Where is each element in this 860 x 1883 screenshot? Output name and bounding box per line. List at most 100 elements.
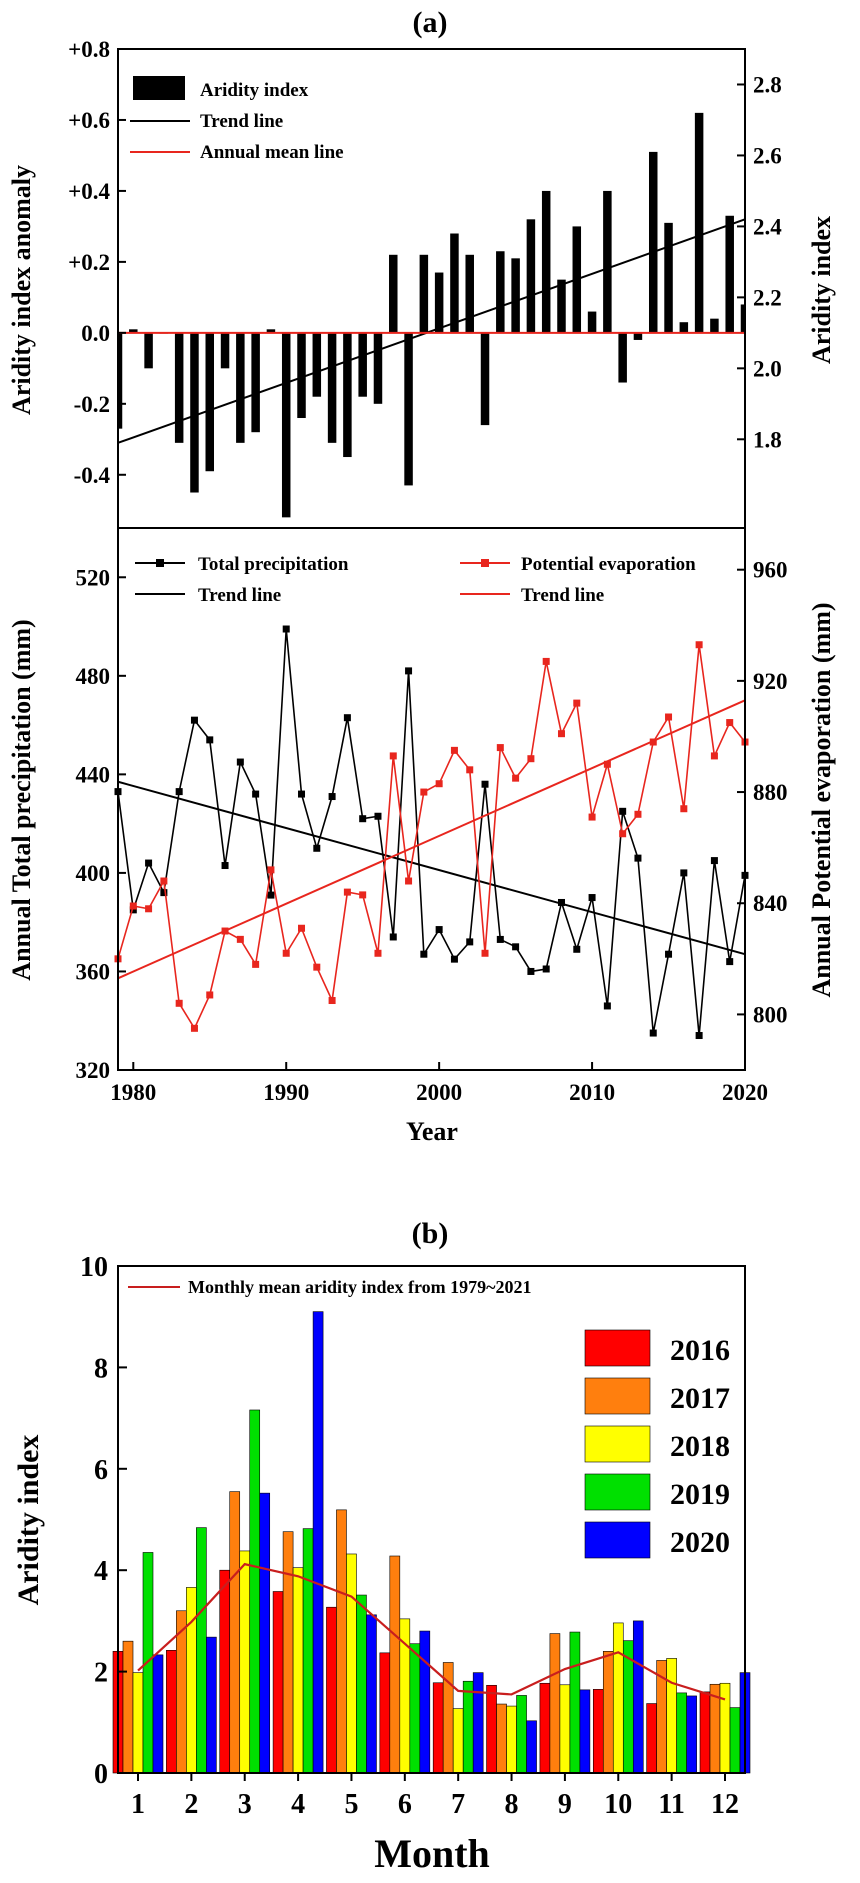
- aridity-bar: [327, 332, 337, 443]
- evap-point: [145, 905, 153, 913]
- precip-point: [496, 935, 504, 943]
- bar-2017: [229, 1491, 241, 1774]
- aridity-bar: [281, 332, 291, 518]
- bar-2019: [409, 1643, 421, 1774]
- monthly-y-tick-label: 8: [94, 1353, 108, 1384]
- bar-2019: [729, 1707, 741, 1774]
- legend-label-2016: 2016: [670, 1334, 730, 1367]
- aridity-bar: [312, 332, 322, 397]
- evap-point: [343, 888, 351, 896]
- evap-y2-tick-label: 840: [753, 891, 788, 916]
- bar-2017: [389, 1555, 401, 1774]
- month-x-tick-label: 11: [658, 1789, 684, 1820]
- aridity-bar: [710, 318, 719, 333]
- monthly-y-tick-label: 0: [94, 1759, 108, 1790]
- legend-label-precip: Total precipitation: [198, 554, 349, 575]
- aridity-bar: [297, 332, 306, 419]
- year-x-tick-label: 2020: [722, 1080, 768, 1105]
- evap-point: [726, 719, 734, 727]
- bar-2020: [259, 1492, 271, 1774]
- month-x-tick-label: 5: [344, 1789, 358, 1820]
- aridity-bar: [419, 254, 429, 333]
- evap-point: [603, 760, 611, 768]
- precip-point: [557, 898, 565, 906]
- evap-point: [481, 949, 489, 957]
- aridity-bar: [358, 332, 367, 397]
- bar-2016: [592, 1689, 604, 1774]
- precip-point: [573, 945, 581, 953]
- legend-label-evap: Potential evaporation: [521, 554, 696, 575]
- monthly-y-tick-label: 2: [94, 1658, 108, 1689]
- aridity-bar: [266, 329, 276, 333]
- monthly-plot-frame: [117, 1265, 746, 1774]
- precip-point: [160, 889, 168, 897]
- precip-point: [313, 844, 321, 852]
- precip-point: [527, 967, 535, 975]
- evap-point: [435, 780, 443, 788]
- evap-point: [588, 813, 596, 821]
- bar-2020: [312, 1311, 324, 1774]
- bar-2016: [486, 1684, 497, 1774]
- evap-point: [206, 991, 214, 999]
- legend-marker-precip: [156, 559, 164, 567]
- bar-2016: [699, 1691, 711, 1774]
- bar-2017: [122, 1640, 134, 1774]
- precip-point: [420, 950, 428, 958]
- monthly-y-label: Aridity index: [12, 1435, 45, 1606]
- aridity-bar: [465, 254, 474, 333]
- precip-point: [619, 807, 627, 815]
- precip-point: [267, 891, 275, 899]
- anomaly-y-tick-label: +0.2: [68, 250, 110, 275]
- bar-2019: [676, 1692, 687, 1774]
- precip-point: [190, 716, 198, 724]
- bar-2018: [186, 1587, 197, 1774]
- bar-2016: [646, 1703, 657, 1774]
- evap-point: [190, 1024, 198, 1032]
- legend-swatch-2018: [584, 1425, 651, 1463]
- precip-point: [145, 859, 153, 867]
- precip-point: [298, 790, 306, 798]
- evap-point: [512, 774, 520, 782]
- aridity-bar: [664, 222, 673, 333]
- evap-point: [359, 891, 367, 899]
- evap-y2-tick-label: 800: [753, 1002, 788, 1027]
- bar-2017: [282, 1531, 294, 1774]
- evap-point: [695, 641, 703, 649]
- precip-point: [374, 812, 382, 820]
- legend-label-2020: 2020: [670, 1526, 730, 1559]
- precip-point: [680, 869, 688, 877]
- bar-2018: [666, 1658, 677, 1774]
- aridity-trend-line: [117, 218, 746, 444]
- bar-2018: [292, 1567, 304, 1774]
- aridity-bar: [450, 233, 459, 333]
- precip-x-label: Year: [406, 1117, 458, 1146]
- evap-point: [175, 999, 183, 1007]
- anomaly-y-tick-label: +0.4: [68, 179, 110, 204]
- precip-y-tick-label: 520: [76, 565, 111, 590]
- aridity-y2-tick-label: 1.8: [753, 427, 782, 452]
- aridity-bar: [129, 329, 138, 333]
- legend-label-2017: 2017: [670, 1382, 730, 1415]
- precip-y-tick-label: 360: [76, 959, 111, 984]
- precip-point: [175, 788, 183, 796]
- precip-point: [129, 906, 137, 914]
- bar-2017: [496, 1703, 507, 1774]
- bar-2020: [526, 1720, 537, 1774]
- month-x-tick-label: 9: [558, 1789, 572, 1820]
- bar-2018: [452, 1708, 464, 1774]
- precip-point: [450, 955, 458, 963]
- aridity-y2-tick-label: 2.2: [753, 285, 782, 310]
- precip-point: [649, 1029, 657, 1037]
- evap-point: [542, 657, 550, 665]
- monthly-legend: Monthly mean aridity index from 1979~202…: [128, 1277, 730, 1559]
- bar-2020: [366, 1614, 377, 1774]
- bar-2016: [539, 1682, 551, 1774]
- bar-2017: [549, 1633, 561, 1774]
- evap-point: [450, 746, 458, 754]
- month-x-tick-label: 4: [291, 1789, 305, 1820]
- bar-2020: [152, 1654, 164, 1774]
- precip-point: [542, 965, 550, 973]
- bar-2018: [239, 1550, 251, 1774]
- evap-trend-line: [117, 699, 746, 980]
